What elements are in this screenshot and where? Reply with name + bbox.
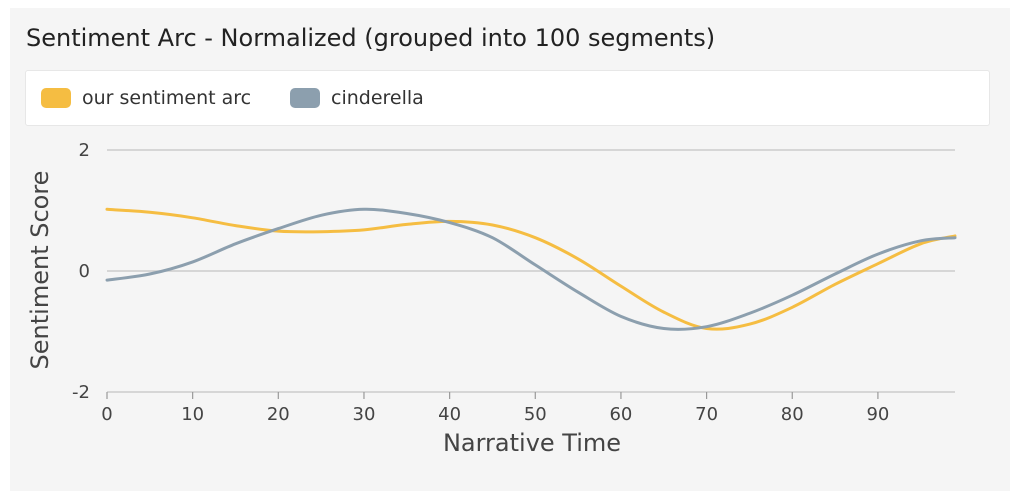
chart-title: Sentiment Arc - Normalized (grouped into…	[26, 24, 716, 52]
x-tick-label: 90	[866, 404, 889, 425]
y-tick-label: 2	[79, 140, 90, 161]
legend-item-series-1[interactable]: our sentiment arc	[41, 86, 251, 110]
x-tick-label: 70	[695, 404, 718, 425]
x-tick-label: 80	[781, 404, 804, 425]
chart-plot-area: 20-20 10 20 30 40 50 60 70 80 90 Narrative Time S…	[26, 140, 957, 457]
x-tick-label: 0	[101, 404, 112, 425]
x-tick-label: 60	[609, 404, 632, 425]
x-axis-title: Narrative Time	[443, 429, 621, 457]
x-tick-label: 40	[438, 404, 461, 425]
legend: our sentiment arc cinderella	[25, 70, 990, 126]
x-tick-label: 30	[353, 404, 376, 425]
y-tick-label: 0	[79, 261, 90, 282]
series-line-1	[105, 207, 957, 331]
x-tick-label: 20	[267, 404, 290, 425]
legend-label-series-2: cinderella	[331, 87, 424, 109]
series-line-2	[105, 207, 957, 331]
x-tick-label: 50	[524, 404, 547, 425]
legend-swatch-series-2	[290, 88, 320, 108]
legend-label-series-1: our sentiment arc	[82, 87, 252, 109]
y-axis-title: Sentiment Score	[26, 171, 54, 370]
chart-panel: Sentiment Arc - Normalized (grouped into…	[10, 8, 1010, 491]
legend-swatch-series-1	[41, 88, 71, 108]
y-tick-label: -2	[72, 382, 90, 403]
x-tick-label: 10	[181, 404, 204, 425]
legend-item-series-2[interactable]: cinderella	[290, 86, 424, 110]
